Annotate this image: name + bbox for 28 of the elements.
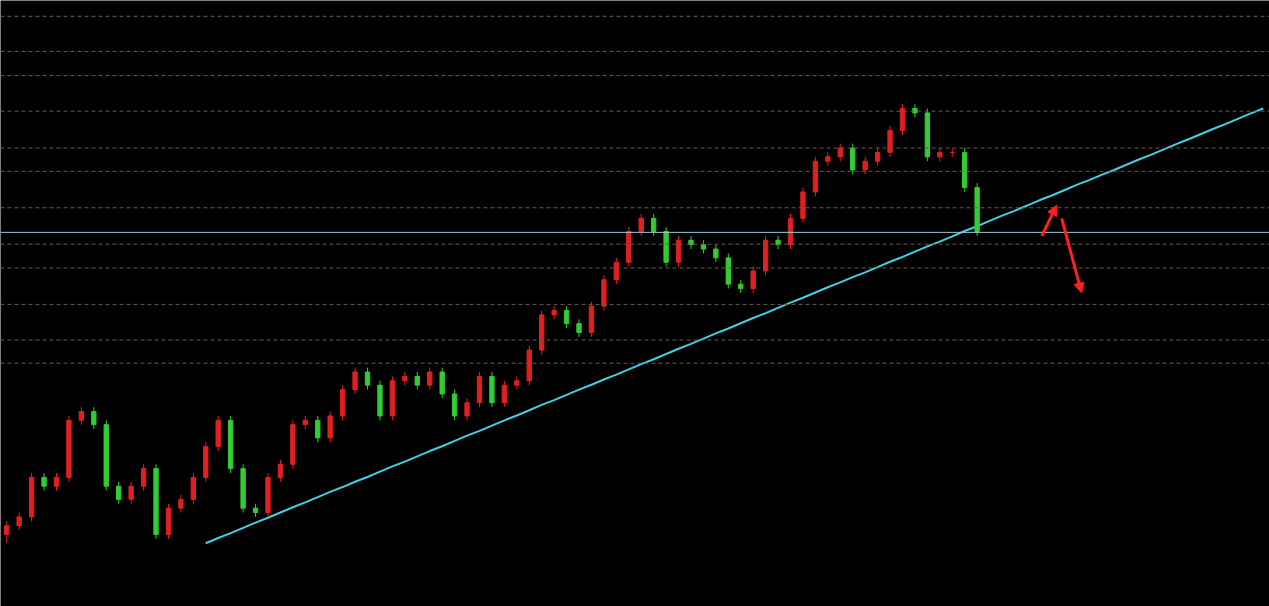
candlestick [675, 235, 682, 268]
candlestick [650, 213, 657, 237]
candlestick [501, 380, 508, 408]
candlestick [551, 305, 557, 320]
candlestick [563, 305, 570, 329]
candlestick [116, 481, 122, 505]
candlestick [4, 520, 10, 544]
candlestick [887, 125, 893, 158]
candlestick [912, 103, 918, 118]
candlestick [315, 415, 321, 443]
candlestick [427, 367, 433, 391]
candlestick [750, 266, 756, 294]
candlestick [352, 367, 358, 395]
candlestick [128, 481, 134, 505]
candlestick [190, 472, 197, 505]
candlestick [91, 406, 97, 430]
candlestick [140, 463, 147, 492]
candlestick [850, 143, 856, 175]
candlestick [638, 213, 644, 237]
candlestick [364, 367, 371, 391]
candlestick [688, 235, 694, 250]
candlestick [439, 367, 445, 399]
candlestick [899, 103, 906, 136]
candlestick [277, 459, 284, 483]
candlestick [464, 397, 470, 421]
candlestick [327, 411, 333, 443]
candlestick [775, 235, 781, 250]
candlestick [451, 389, 458, 421]
